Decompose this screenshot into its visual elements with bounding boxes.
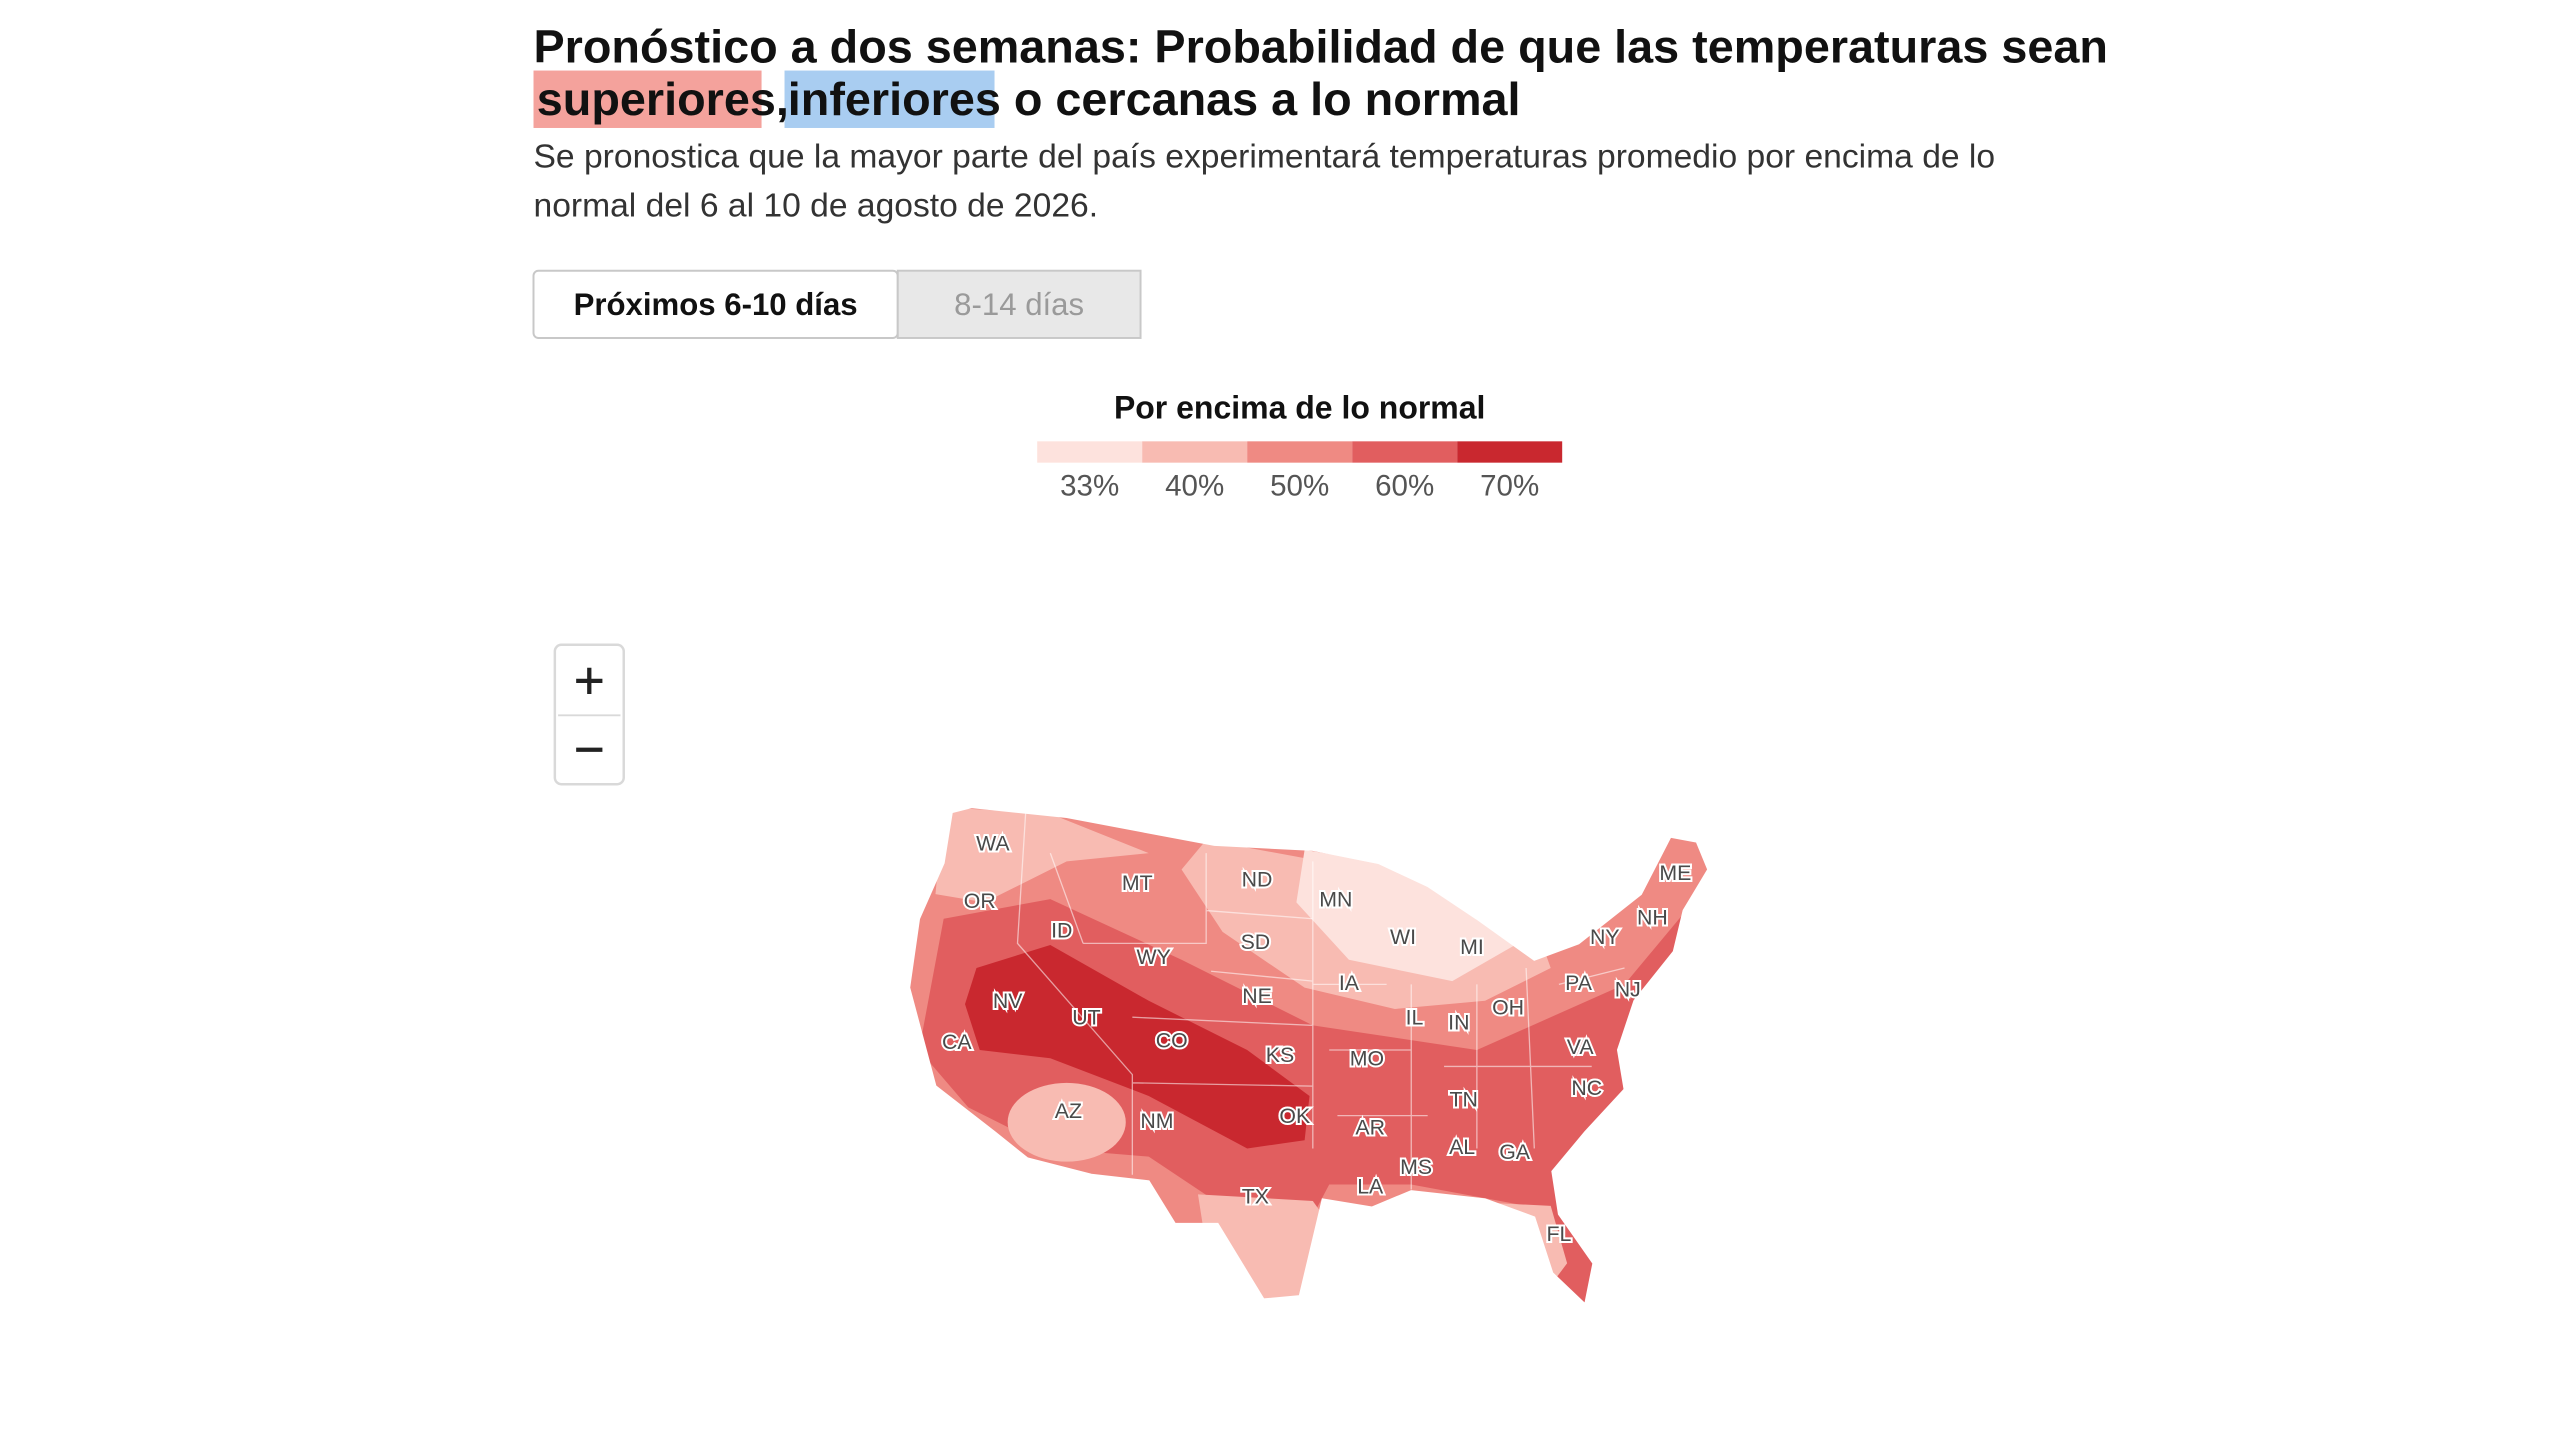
map: WA OR ID MT WY NV UT CO CA AZ NM ND SD NE KS OK TX MN IA MO… — [908, 806, 1710, 1306]
state-label: IA — [1339, 971, 1360, 995]
state-label: FL — [1546, 1222, 1571, 1246]
state-label: MI — [1460, 935, 1484, 959]
title-line: Pronóstico a dos semanas: Probabilidad d… — [534, 20, 2108, 72]
legend-swatch — [1457, 441, 1563, 463]
map-zones — [909, 807, 1709, 1305]
state-label: IN — [1448, 1010, 1469, 1034]
state-label: NJ — [1615, 978, 1641, 1002]
state-label: AR — [1355, 1115, 1385, 1139]
legend-label: 50% — [1270, 469, 1329, 502]
state-label: WA — [976, 832, 1010, 856]
state-label: UT — [1072, 1005, 1100, 1029]
tab-label[interactable]: Próximos 6-10 días — [574, 287, 858, 322]
subtitle: Se pronostica que la mayor parte del paí… — [534, 138, 1996, 175]
title-highlight: inferiores — [788, 73, 1001, 125]
state-label: ID — [1051, 919, 1072, 943]
subtitle: normal del 6 al 10 de agosto de 2026. — [534, 188, 1099, 225]
state-label: NY — [1590, 925, 1620, 949]
state-label: NE — [1242, 984, 1272, 1008]
state-label: OK — [1279, 1104, 1310, 1128]
legend-swatch — [1142, 441, 1248, 463]
state-label: MN — [1319, 887, 1352, 911]
tab-background[interactable] — [896, 269, 1142, 339]
tab[interactable]: 8-14 días — [896, 269, 1142, 339]
state-label: MS — [1400, 1155, 1432, 1179]
highlight-below — [784, 70, 995, 128]
tab[interactable]: Próximos 6-10 días — [532, 269, 899, 339]
state-label: OH — [1492, 996, 1524, 1020]
highlight-above — [533, 70, 762, 128]
zone-40 — [1007, 1082, 1126, 1162]
state-label: PA — [1565, 971, 1593, 995]
state-label: NM — [1140, 1109, 1173, 1133]
title-highlight: superiores — [537, 73, 776, 125]
state-label: MT — [1122, 871, 1153, 895]
legend-swatch — [1247, 441, 1353, 463]
state-label: CA — [942, 1030, 972, 1054]
tab-group: Próximos 6-10 días 8-14 días — [532, 269, 1142, 339]
legend-title: Por encima de lo normal — [1114, 389, 1485, 425]
zone-40 — [1197, 1194, 1568, 1305]
state-label: LA — [1357, 1174, 1384, 1198]
legend-label: 70% — [1480, 469, 1539, 502]
state-borders — [1016, 812, 1625, 1190]
legend-swatch — [1352, 441, 1458, 463]
zone-70 — [964, 945, 1310, 1149]
title-rest: o cercanas a lo normal — [1014, 73, 1521, 125]
state-label: SD — [1241, 930, 1271, 954]
legend-label: 33% — [1060, 469, 1119, 502]
state-label: OR — [964, 889, 996, 913]
state-label: TX — [1242, 1184, 1269, 1208]
state-label: NH — [1637, 905, 1668, 929]
zone-33 — [1296, 849, 1518, 982]
state-label: TN — [1450, 1087, 1478, 1111]
state-label: AL — [1449, 1135, 1475, 1159]
state-label: WI — [1390, 925, 1416, 949]
title-line: superiores, inferiores o cercanas a lo n… — [537, 73, 1521, 125]
state-label: AZ — [1055, 1099, 1082, 1123]
state-label: ND — [1242, 868, 1273, 892]
zone-40 — [935, 807, 1149, 903]
title-separator: , — [776, 73, 789, 125]
state-label: KS — [1266, 1043, 1294, 1067]
zoom-out[interactable] — [558, 717, 620, 781]
state-label: GA — [1499, 1140, 1531, 1164]
state-label: MO — [1350, 1046, 1384, 1070]
state-label: ME — [1659, 861, 1691, 885]
state-label: WY — [1136, 945, 1170, 969]
state-label: IL — [1406, 1005, 1424, 1029]
state-label: NC — [1571, 1076, 1602, 1100]
state-labels: WA OR ID MT WY NV UT CO CA AZ NM ND SD NE KS OK TX MN IA MO… — [940, 830, 1693, 1248]
state-label: NV — [993, 989, 1023, 1013]
state-label: VA — [1567, 1035, 1595, 1059]
legend-label: 40% — [1165, 469, 1224, 502]
zoom-controls — [553, 643, 625, 786]
legend: 33% 40% 50% 60% 70% — [1037, 441, 1563, 502]
legend-label: 60% — [1375, 469, 1434, 502]
tab-label[interactable]: 8-14 días — [954, 287, 1084, 322]
legend-swatch — [1037, 441, 1143, 463]
zoom-in[interactable] — [558, 648, 620, 714]
state-label: CO — [1156, 1028, 1188, 1052]
